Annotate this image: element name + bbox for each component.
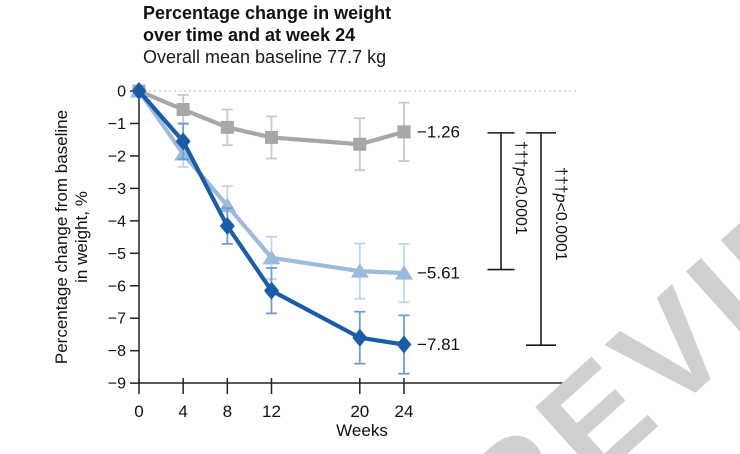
chart-title-line-1: Percentage change in weight xyxy=(143,3,392,23)
data-point-diamond xyxy=(131,82,147,100)
y-tick-label: −1 xyxy=(108,116,126,133)
y-tick-label: −2 xyxy=(108,148,126,165)
y-tick-label: −3 xyxy=(108,181,126,198)
data-point-square xyxy=(176,103,190,117)
series-line xyxy=(137,89,405,347)
y-axis-ticks: 0 −1 −2 −3 −4 −5 −6 −7 −8 −9 xyxy=(108,84,139,393)
chart-title-block: Percentage change in weight over time an… xyxy=(143,2,391,68)
data-point-square xyxy=(264,130,278,144)
series-line xyxy=(138,89,405,147)
p-value-label: †††p<0.0001 xyxy=(552,167,569,261)
y-tick-label: −7 xyxy=(108,311,126,328)
data-point-triangle xyxy=(350,263,369,278)
chart-title-line-2: over time and at week 24 xyxy=(143,25,356,45)
p-value-label: †††p<0.0001 xyxy=(512,141,529,235)
x-tick-label: 4 xyxy=(178,402,187,421)
x-tick-label: 12 xyxy=(262,402,281,421)
x-tick-label: 20 xyxy=(350,402,369,421)
data-point-diamond xyxy=(396,335,412,354)
x-tick-label: 24 xyxy=(394,402,413,421)
end-value-label: −5.61 xyxy=(417,264,460,283)
data-point-diamond xyxy=(175,132,191,151)
y-tick-label: −9 xyxy=(108,376,126,393)
y-tick-label: −6 xyxy=(108,278,126,295)
chart-subtitle: Overall mean baseline 77.7 kg xyxy=(143,47,387,67)
data-point-triangle xyxy=(394,265,413,280)
end-value-label: −1.26 xyxy=(417,122,460,141)
x-axis-ticks: 0 4 8 12 20 24 xyxy=(134,378,413,421)
data-point-triangle xyxy=(262,249,281,265)
end-value-label: −7.81 xyxy=(417,335,460,354)
significance-bracket: †††p<0.0001 xyxy=(487,132,529,271)
series-line xyxy=(137,89,405,276)
data-point-square xyxy=(397,125,411,139)
y-tick-label: −5 xyxy=(108,246,126,263)
data-point-diamond xyxy=(263,281,279,300)
x-tick-label: 8 xyxy=(223,402,232,421)
y-tick-label: −4 xyxy=(108,213,126,230)
x-tick-label: 0 xyxy=(134,402,143,421)
data-point-diamond xyxy=(352,328,368,347)
data-point-square xyxy=(353,137,367,151)
x-axis-title: Weeks xyxy=(336,421,388,440)
data-point-square xyxy=(220,120,234,134)
series-dark-blue-diamonds: −7.81 xyxy=(131,82,460,375)
significance-bracket: †††p<0.0001 xyxy=(526,132,569,346)
y-tick-label: 0 xyxy=(117,84,126,101)
y-tick-label: −8 xyxy=(108,343,126,360)
data-point-diamond xyxy=(219,217,235,236)
